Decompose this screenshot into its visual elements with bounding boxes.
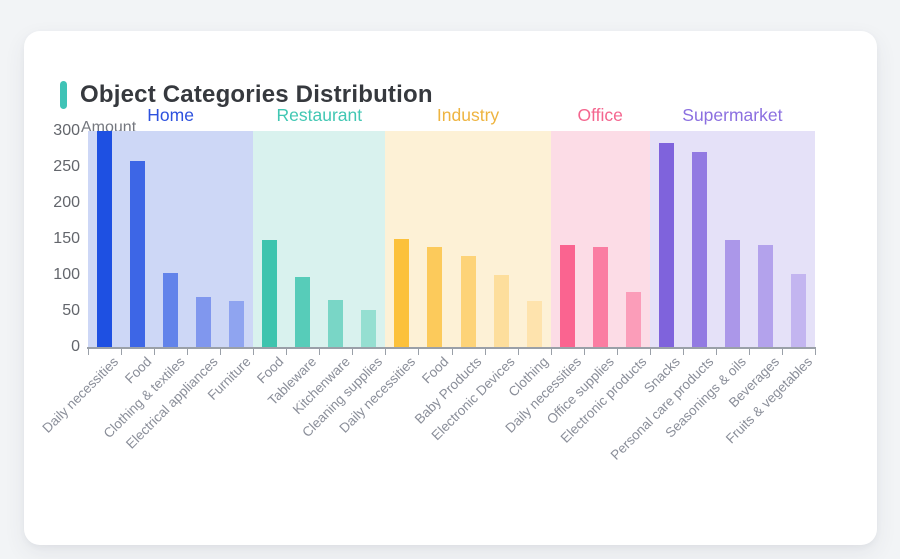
x-axis-tick bbox=[286, 349, 288, 355]
bar[interactable] bbox=[559, 244, 575, 347]
bar[interactable] bbox=[658, 142, 674, 347]
bar[interactable] bbox=[130, 161, 146, 347]
bar[interactable] bbox=[493, 275, 509, 347]
bar[interactable] bbox=[724, 240, 740, 347]
x-axis-tick bbox=[385, 349, 387, 355]
x-axis-tick bbox=[517, 349, 519, 355]
bar[interactable] bbox=[328, 300, 344, 347]
bar[interactable] bbox=[97, 131, 113, 347]
x-axis-tick bbox=[319, 349, 321, 355]
x-axis-tick bbox=[451, 349, 453, 355]
y-axis-tick-label: 0 bbox=[71, 338, 80, 355]
x-axis-tick bbox=[418, 349, 420, 355]
y-axis-tick-label: 200 bbox=[53, 194, 80, 211]
bar[interactable] bbox=[460, 255, 476, 347]
y-axis-tick-label: 250 bbox=[53, 158, 80, 175]
bar[interactable] bbox=[163, 272, 179, 347]
x-axis-tick bbox=[484, 349, 486, 355]
x-axis-tick bbox=[220, 349, 222, 355]
x-axis-tick bbox=[781, 349, 783, 355]
x-axis-tick bbox=[88, 349, 89, 355]
x-axis-tick bbox=[682, 349, 684, 355]
y-axis-tick-label: 100 bbox=[53, 266, 80, 283]
bar[interactable] bbox=[625, 292, 641, 347]
x-axis-tick bbox=[748, 349, 750, 355]
x-axis-tick bbox=[616, 349, 618, 355]
bar[interactable] bbox=[361, 309, 377, 347]
chart-title: Object Categories Distribution bbox=[80, 81, 433, 108]
bar[interactable] bbox=[691, 151, 707, 347]
bar[interactable] bbox=[427, 246, 443, 347]
x-axis-tick bbox=[649, 349, 651, 355]
group-label-office: Office bbox=[577, 105, 623, 125]
bar[interactable] bbox=[196, 297, 212, 347]
bar[interactable] bbox=[526, 300, 542, 347]
y-axis-tick-label: 300 bbox=[53, 122, 80, 139]
bar[interactable] bbox=[790, 273, 806, 347]
x-axis-tick bbox=[253, 349, 255, 355]
x-axis-tick bbox=[715, 349, 717, 355]
group-label-home: Home bbox=[147, 105, 194, 125]
bar[interactable] bbox=[394, 239, 410, 347]
x-axis-tick bbox=[815, 349, 816, 355]
group-label-industry: Industry bbox=[436, 105, 500, 125]
y-axis-tick-label: 50 bbox=[62, 302, 80, 319]
bar[interactable] bbox=[295, 277, 311, 347]
x-axis-line bbox=[87, 347, 816, 349]
x-axis-tick bbox=[550, 349, 552, 355]
bar[interactable] bbox=[229, 300, 245, 347]
title-accent-bar bbox=[60, 81, 67, 109]
x-axis-tick bbox=[187, 349, 189, 355]
bar[interactable] bbox=[757, 245, 773, 347]
group-label-restaurant: Restaurant bbox=[276, 105, 363, 125]
title-row: Object Categories Distribution bbox=[60, 81, 433, 109]
x-axis-tick bbox=[121, 349, 123, 355]
bar[interactable] bbox=[592, 246, 608, 347]
bar[interactable] bbox=[262, 239, 278, 347]
x-axis-tick bbox=[352, 349, 354, 355]
x-axis-tick bbox=[154, 349, 156, 355]
y-axis-tick-label: 150 bbox=[53, 230, 80, 247]
x-axis-tick bbox=[583, 349, 585, 355]
group-label-supermarket: Supermarket bbox=[682, 105, 783, 125]
